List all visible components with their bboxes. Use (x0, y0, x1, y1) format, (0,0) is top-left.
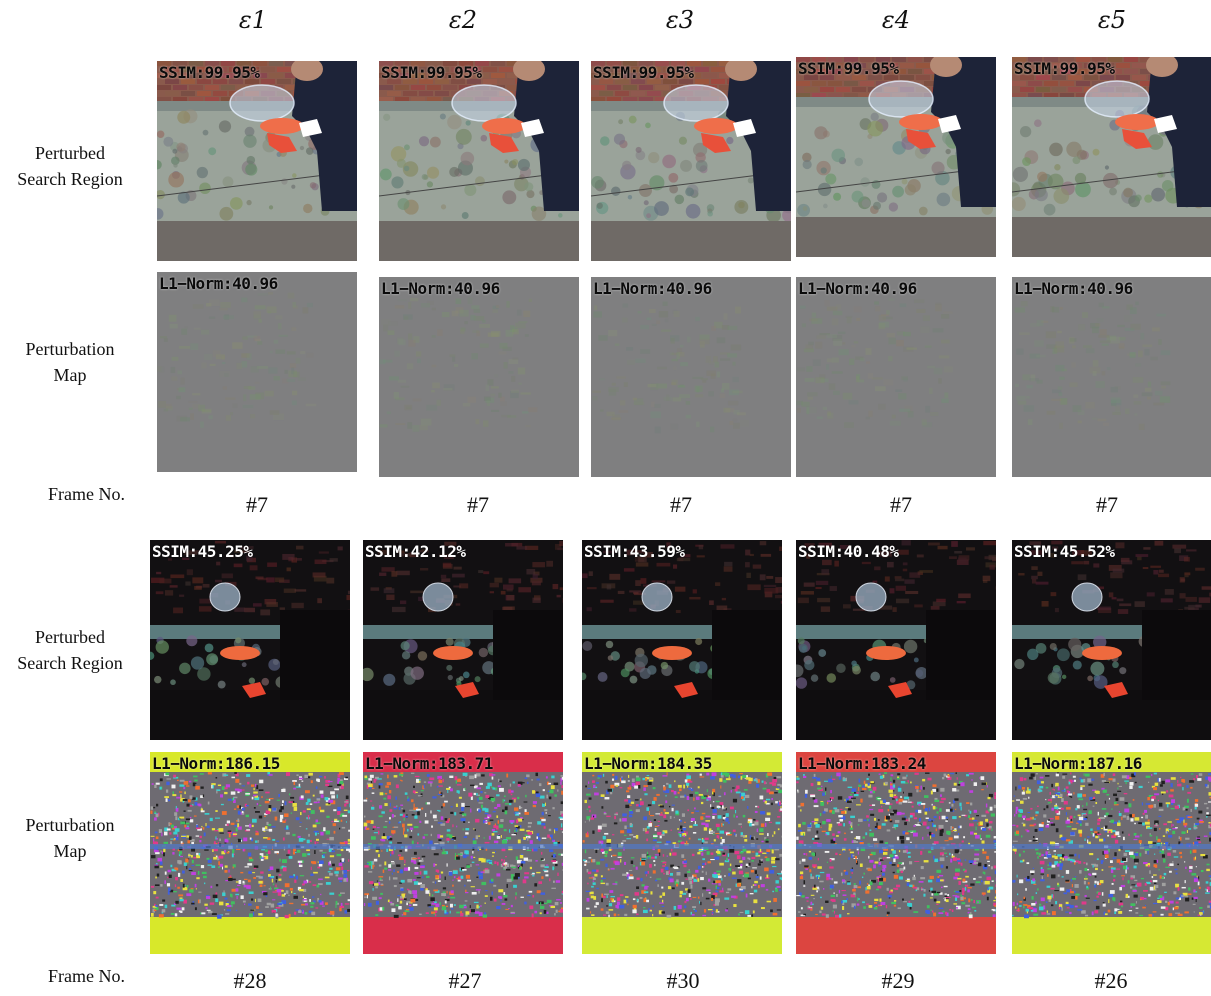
row-label-perturbed-search-region: Perturbed Search Region (0, 140, 140, 192)
l1-norm-label: L1−Norm:183.71 (365, 754, 493, 773)
column-header-eps5: ε5 (1082, 6, 1142, 34)
column-header-eps3: ε3 (650, 6, 710, 34)
frame-number: #7 (1096, 492, 1118, 517)
perturbed-search-region-image: SSIM:99.95% (157, 61, 357, 261)
perturbed-search-region-image: SSIM:42.12% (363, 540, 563, 740)
perturbation-graphic (796, 752, 996, 954)
perturbation-map-image: L1−Norm:40.96 (1012, 277, 1211, 477)
row-label-line1: Perturbed (35, 143, 105, 163)
perturbed-search-region-image: SSIM:45.25% (150, 540, 350, 740)
perturbed-search-region-image: SSIM:99.95% (591, 61, 791, 261)
row-label-line1: Perturbation (25, 339, 115, 359)
perturbation-map-image: L1−Norm:40.96 (591, 277, 791, 477)
perturbed-search-region-image: SSIM:40.48% (796, 540, 996, 740)
scene-graphic (796, 57, 996, 257)
frame-number: #30 (666, 968, 700, 993)
row-label-line2: Map (53, 365, 87, 385)
perturbation-graphic (379, 277, 579, 477)
perturbation-graphic (1012, 752, 1211, 954)
perturbation-map-image: L1−Norm:184.35 (582, 752, 782, 954)
ssim-label: SSIM:99.95% (798, 59, 899, 78)
column-header-eps1: ε1 (223, 6, 283, 34)
scene-graphic (1012, 57, 1211, 257)
scene-graphic (150, 540, 350, 740)
perturbation-graphic (591, 277, 791, 477)
perturbation-graphic (157, 272, 357, 472)
row-label-frame-no-2: Frame No. (48, 966, 125, 986)
frame-number: #7 (246, 492, 268, 517)
l1-norm-label: L1−Norm:187.16 (1014, 754, 1142, 773)
l1-norm-label: L1−Norm:40.96 (798, 279, 917, 298)
l1-norm-label: L1−Norm:183.24 (798, 754, 926, 773)
scene-graphic (796, 540, 996, 740)
column-header-eps4: ε4 (866, 6, 926, 34)
scene-graphic (582, 540, 782, 740)
perturbation-map-image: L1−Norm:40.96 (796, 277, 996, 477)
frame-number: #28 (233, 968, 267, 993)
ssim-label: SSIM:43.59% (584, 542, 685, 561)
row-label-line1: Perturbation (25, 815, 115, 835)
scene-graphic (1012, 540, 1211, 740)
scene-graphic (591, 61, 791, 261)
row-label-perturbed-search-region-2: Perturbed Search Region (0, 624, 140, 676)
ssim-label: SSIM:45.52% (1014, 542, 1115, 561)
l1-norm-label: L1−Norm:186.15 (152, 754, 280, 773)
perturbation-map-image: L1−Norm:40.96 (157, 272, 357, 472)
row-label-perturbation-map-2: Perturbation Map (0, 812, 140, 864)
ssim-label: SSIM:40.48% (798, 542, 899, 561)
frame-number: #7 (467, 492, 489, 517)
perturbed-search-region-image: SSIM:99.95% (379, 61, 579, 261)
row-label-line1: Perturbed (35, 627, 105, 647)
perturbation-map-image: L1−Norm:186.15 (150, 752, 350, 954)
row-label-line2: Map (53, 841, 87, 861)
column-header-eps2: ε2 (433, 6, 493, 34)
l1-norm-label: L1−Norm:40.96 (381, 279, 500, 298)
frame-number: #29 (881, 968, 915, 993)
l1-norm-label: L1−Norm:40.96 (593, 279, 712, 298)
frame-number: #7 (670, 492, 692, 517)
perturbation-map-image: L1−Norm:187.16 (1012, 752, 1211, 954)
l1-norm-label: L1−Norm:40.96 (159, 274, 278, 293)
eps3-label: ε3 (665, 6, 695, 34)
scene-graphic (379, 61, 579, 261)
ssim-label: SSIM:99.95% (159, 63, 260, 82)
scene-graphic (157, 61, 357, 261)
frame-number: #7 (890, 492, 912, 517)
perturbation-map-image: L1−Norm:40.96 (379, 277, 579, 477)
l1-norm-label: L1−Norm:184.35 (584, 754, 712, 773)
perturbed-search-region-image: SSIM:45.52% (1012, 540, 1211, 740)
row-label-line2: Search Region (17, 653, 123, 673)
scene-graphic (363, 540, 563, 740)
eps1-label: ε1 (238, 6, 268, 34)
frame-number: #27 (448, 968, 482, 993)
ssim-label: SSIM:99.95% (1014, 59, 1115, 78)
row-label-frame-no: Frame No. (48, 484, 125, 504)
row-label-line2: Search Region (17, 169, 123, 189)
ssim-label: SSIM:99.95% (593, 63, 694, 82)
perturbed-search-region-image: SSIM:43.59% (582, 540, 782, 740)
eps5-label: ε5 (1097, 6, 1127, 34)
perturbation-map-image: L1−Norm:183.24 (796, 752, 996, 954)
perturbation-graphic (1012, 277, 1211, 477)
ssim-label: SSIM:99.95% (381, 63, 482, 82)
row-label-perturbation-map: Perturbation Map (0, 336, 140, 388)
perturbed-search-region-image: SSIM:99.95% (796, 57, 996, 257)
frame-number: #26 (1094, 968, 1128, 993)
eps4-label: ε4 (881, 6, 911, 34)
perturbation-graphic (582, 752, 782, 954)
ssim-label: SSIM:45.25% (152, 542, 253, 561)
l1-norm-label: L1−Norm:40.96 (1014, 279, 1133, 298)
perturbation-graphic (796, 277, 996, 477)
perturbation-map-image: L1−Norm:183.71 (363, 752, 563, 954)
ssim-label: SSIM:42.12% (365, 542, 466, 561)
eps2-label: ε2 (448, 6, 478, 34)
perturbation-graphic (363, 752, 563, 954)
perturbation-graphic (150, 752, 350, 954)
perturbed-search-region-image: SSIM:99.95% (1012, 57, 1211, 257)
